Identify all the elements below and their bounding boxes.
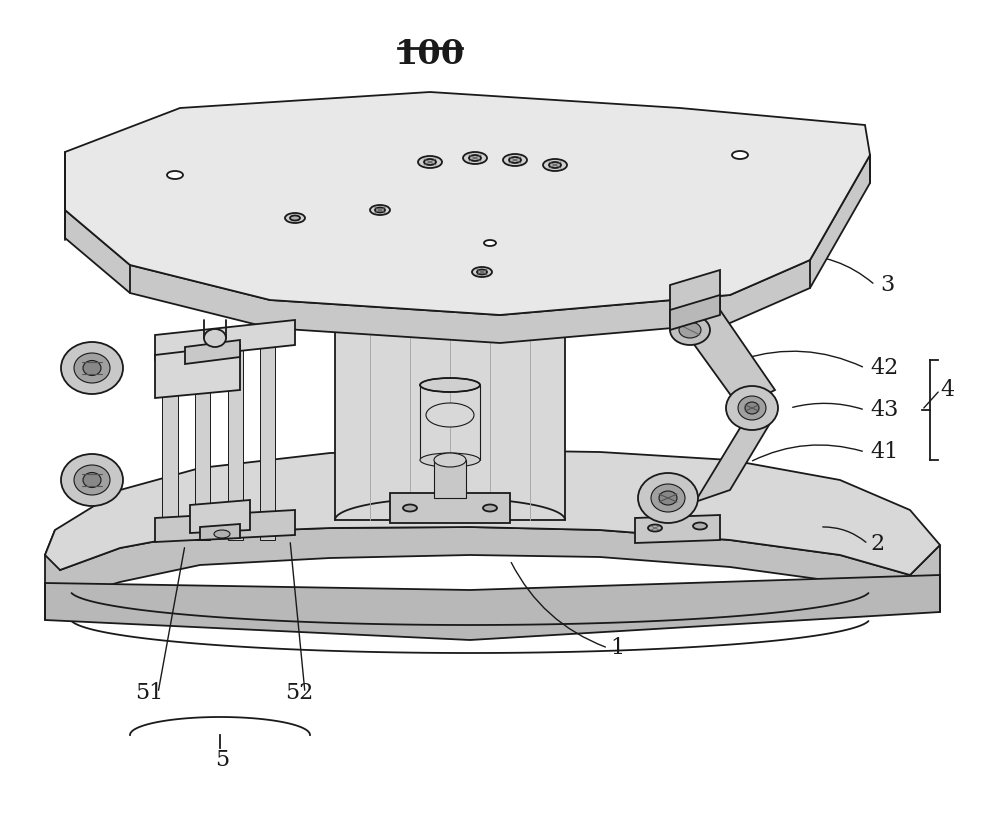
Ellipse shape — [375, 207, 385, 212]
Ellipse shape — [285, 213, 305, 223]
Ellipse shape — [420, 378, 480, 392]
Polygon shape — [695, 415, 775, 502]
Polygon shape — [155, 345, 240, 398]
Ellipse shape — [61, 454, 123, 506]
Text: 1: 1 — [610, 637, 624, 659]
Ellipse shape — [679, 322, 701, 338]
Text: 100: 100 — [395, 38, 465, 71]
Ellipse shape — [420, 453, 480, 467]
Polygon shape — [162, 338, 178, 540]
Ellipse shape — [290, 216, 300, 221]
Polygon shape — [65, 155, 870, 343]
Polygon shape — [185, 340, 240, 364]
Polygon shape — [45, 575, 940, 640]
Ellipse shape — [403, 505, 417, 511]
Ellipse shape — [83, 472, 101, 487]
Text: 4: 4 — [940, 379, 954, 401]
Polygon shape — [434, 460, 466, 498]
Ellipse shape — [424, 159, 436, 165]
Polygon shape — [195, 338, 210, 540]
Polygon shape — [670, 295, 720, 330]
Ellipse shape — [745, 402, 759, 414]
Ellipse shape — [549, 162, 561, 168]
Polygon shape — [45, 450, 940, 575]
Polygon shape — [680, 310, 775, 408]
Ellipse shape — [469, 155, 481, 161]
Ellipse shape — [434, 453, 466, 467]
Ellipse shape — [738, 396, 766, 420]
Ellipse shape — [638, 473, 698, 523]
Ellipse shape — [167, 171, 183, 179]
Text: 5: 5 — [215, 749, 229, 771]
Polygon shape — [335, 315, 565, 520]
Polygon shape — [635, 515, 720, 543]
Ellipse shape — [74, 353, 110, 383]
Ellipse shape — [509, 157, 521, 163]
Polygon shape — [200, 524, 240, 540]
Polygon shape — [228, 338, 243, 540]
Ellipse shape — [483, 505, 497, 511]
Polygon shape — [65, 92, 870, 315]
Polygon shape — [155, 510, 295, 542]
Polygon shape — [190, 500, 250, 533]
Ellipse shape — [426, 403, 474, 427]
Ellipse shape — [484, 240, 496, 246]
Text: 3: 3 — [880, 274, 894, 296]
Ellipse shape — [477, 269, 487, 274]
Ellipse shape — [335, 293, 565, 337]
Text: 51: 51 — [135, 682, 163, 704]
Text: 52: 52 — [285, 682, 313, 704]
Ellipse shape — [370, 205, 390, 215]
Ellipse shape — [659, 491, 677, 505]
Text: 42: 42 — [870, 357, 898, 379]
Ellipse shape — [543, 159, 567, 171]
Polygon shape — [45, 527, 940, 603]
Ellipse shape — [418, 156, 442, 168]
Ellipse shape — [670, 315, 710, 345]
Ellipse shape — [503, 154, 527, 166]
Ellipse shape — [732, 151, 748, 159]
Polygon shape — [260, 338, 275, 540]
Polygon shape — [390, 493, 510, 523]
Ellipse shape — [74, 465, 110, 495]
Text: 41: 41 — [870, 441, 898, 463]
Text: 43: 43 — [870, 399, 898, 421]
Ellipse shape — [726, 386, 778, 430]
Polygon shape — [155, 320, 295, 360]
Ellipse shape — [463, 152, 487, 164]
Text: 2: 2 — [870, 533, 884, 555]
Ellipse shape — [472, 267, 492, 277]
Ellipse shape — [648, 525, 662, 531]
Ellipse shape — [61, 342, 123, 394]
Ellipse shape — [214, 530, 230, 538]
Ellipse shape — [83, 360, 101, 376]
Ellipse shape — [693, 523, 707, 529]
Ellipse shape — [651, 484, 685, 512]
Ellipse shape — [204, 329, 226, 347]
Polygon shape — [670, 270, 720, 325]
